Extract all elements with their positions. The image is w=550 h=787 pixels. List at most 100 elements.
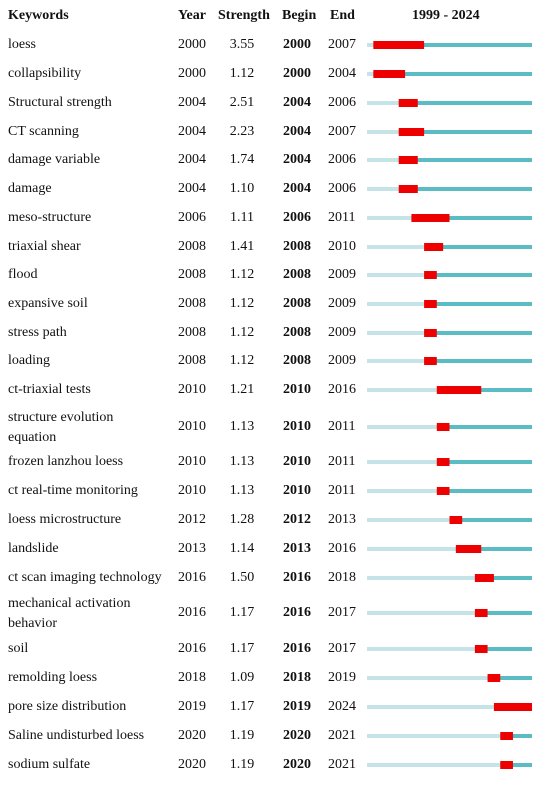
begin-cell: 2000 xyxy=(283,37,311,52)
inactive-segment xyxy=(367,547,456,551)
inactive-segment xyxy=(367,302,425,306)
begin-cell: 2004 xyxy=(283,152,311,167)
year-cell: 2006 xyxy=(178,210,206,225)
begin-cell: 2013 xyxy=(283,541,311,556)
inactive-segment xyxy=(367,273,425,277)
header-begin: Begin xyxy=(282,8,317,23)
begin-cell: 2010 xyxy=(283,483,311,498)
header-strength: Strength xyxy=(218,8,270,23)
active-segment xyxy=(487,676,532,680)
inactive-segment xyxy=(367,72,374,76)
strength-cell: 1.12 xyxy=(229,296,255,311)
active-segment xyxy=(474,576,532,580)
keyword-label: sodium sulfate xyxy=(8,757,91,772)
end-cell: 2016 xyxy=(328,382,356,397)
begin-cell: 2016 xyxy=(283,570,311,585)
strength-cell: 1.50 xyxy=(229,570,255,585)
header-range: 1999 - 2024 xyxy=(412,8,480,23)
active-segment xyxy=(424,245,532,249)
strength-cell: 1.12 xyxy=(229,267,255,282)
strength-cell: 1.28 xyxy=(229,512,255,527)
end-cell: 2011 xyxy=(328,454,356,469)
active-segment xyxy=(436,489,532,493)
burst-segment xyxy=(424,243,444,251)
year-cell: 2019 xyxy=(178,699,206,714)
active-segment xyxy=(424,359,532,363)
burst-segment xyxy=(424,271,437,279)
burst-segment xyxy=(500,761,513,769)
active-segment xyxy=(436,388,532,392)
inactive-segment xyxy=(367,245,425,249)
inactive-segment xyxy=(367,388,437,392)
inactive-segment xyxy=(367,187,399,191)
inactive-segment xyxy=(367,763,501,767)
burst-segment xyxy=(474,609,488,617)
year-cell: 2018 xyxy=(178,670,206,685)
end-cell: 2019 xyxy=(328,670,356,685)
inactive-segment xyxy=(367,705,494,709)
keyword-label: triaxial shear xyxy=(8,239,81,254)
end-cell: 2013 xyxy=(328,512,356,527)
burst-segment xyxy=(474,574,494,582)
header-end: End xyxy=(330,8,355,23)
year-cell: 2008 xyxy=(178,296,206,311)
inactive-segment xyxy=(367,43,374,47)
burst-segment xyxy=(398,156,418,164)
burst-segment xyxy=(474,645,488,653)
begin-cell: 2004 xyxy=(283,95,311,110)
inactive-segment xyxy=(367,576,475,580)
end-cell: 2011 xyxy=(328,210,356,225)
burst-segment xyxy=(424,357,437,365)
strength-cell: 1.10 xyxy=(229,181,255,196)
active-segment xyxy=(436,460,532,464)
year-cell: 2016 xyxy=(178,570,206,585)
year-cell: 2008 xyxy=(178,353,206,368)
burst-segment xyxy=(398,128,425,136)
begin-cell: 2010 xyxy=(283,419,311,434)
year-cell: 2010 xyxy=(178,454,206,469)
keyword-label-line: structure evolution xyxy=(8,410,114,425)
end-cell: 2024 xyxy=(328,699,356,714)
header-keywords: Keywords xyxy=(8,8,69,23)
begin-cell: 2006 xyxy=(283,210,311,225)
begin-cell: 2004 xyxy=(283,181,311,196)
active-segment xyxy=(424,273,532,277)
burst-segment xyxy=(436,487,450,495)
burst-segment xyxy=(373,41,425,49)
year-cell: 2008 xyxy=(178,239,206,254)
burst-segment xyxy=(436,458,450,466)
end-cell: 2018 xyxy=(328,570,356,585)
inactive-segment xyxy=(367,518,450,522)
keyword-label: ct real-time monitoring xyxy=(8,483,138,498)
active-segment xyxy=(474,611,532,615)
active-segment xyxy=(398,130,532,134)
year-cell: 2004 xyxy=(178,181,206,196)
strength-cell: 1.19 xyxy=(229,728,255,743)
keyword-label: loess microstructure xyxy=(8,512,122,527)
active-segment xyxy=(500,734,532,738)
burst-segment xyxy=(449,516,463,524)
keyword-label: meso-structure xyxy=(8,210,92,225)
end-cell: 2009 xyxy=(328,353,356,368)
end-cell: 2009 xyxy=(328,296,356,311)
begin-cell: 2000 xyxy=(283,66,311,81)
strength-cell: 1.09 xyxy=(229,670,255,685)
active-segment xyxy=(373,43,532,47)
year-cell: 2008 xyxy=(178,267,206,282)
burst-segment xyxy=(455,545,482,553)
begin-cell: 2016 xyxy=(283,605,311,620)
end-cell: 2006 xyxy=(328,181,356,196)
burst-segment xyxy=(398,185,418,193)
year-cell: 2010 xyxy=(178,483,206,498)
year-cell: 2013 xyxy=(178,541,206,556)
burst-segment xyxy=(424,329,437,337)
strength-cell: 1.13 xyxy=(229,483,255,498)
inactive-segment xyxy=(367,647,475,651)
inactive-segment xyxy=(367,734,501,738)
begin-cell: 2008 xyxy=(283,353,311,368)
keyword-label: frozen lanzhou loess xyxy=(8,454,124,469)
keyword-label: mechanical activation behavior xyxy=(8,594,174,634)
year-cell: 2016 xyxy=(178,641,206,656)
active-segment xyxy=(424,302,532,306)
